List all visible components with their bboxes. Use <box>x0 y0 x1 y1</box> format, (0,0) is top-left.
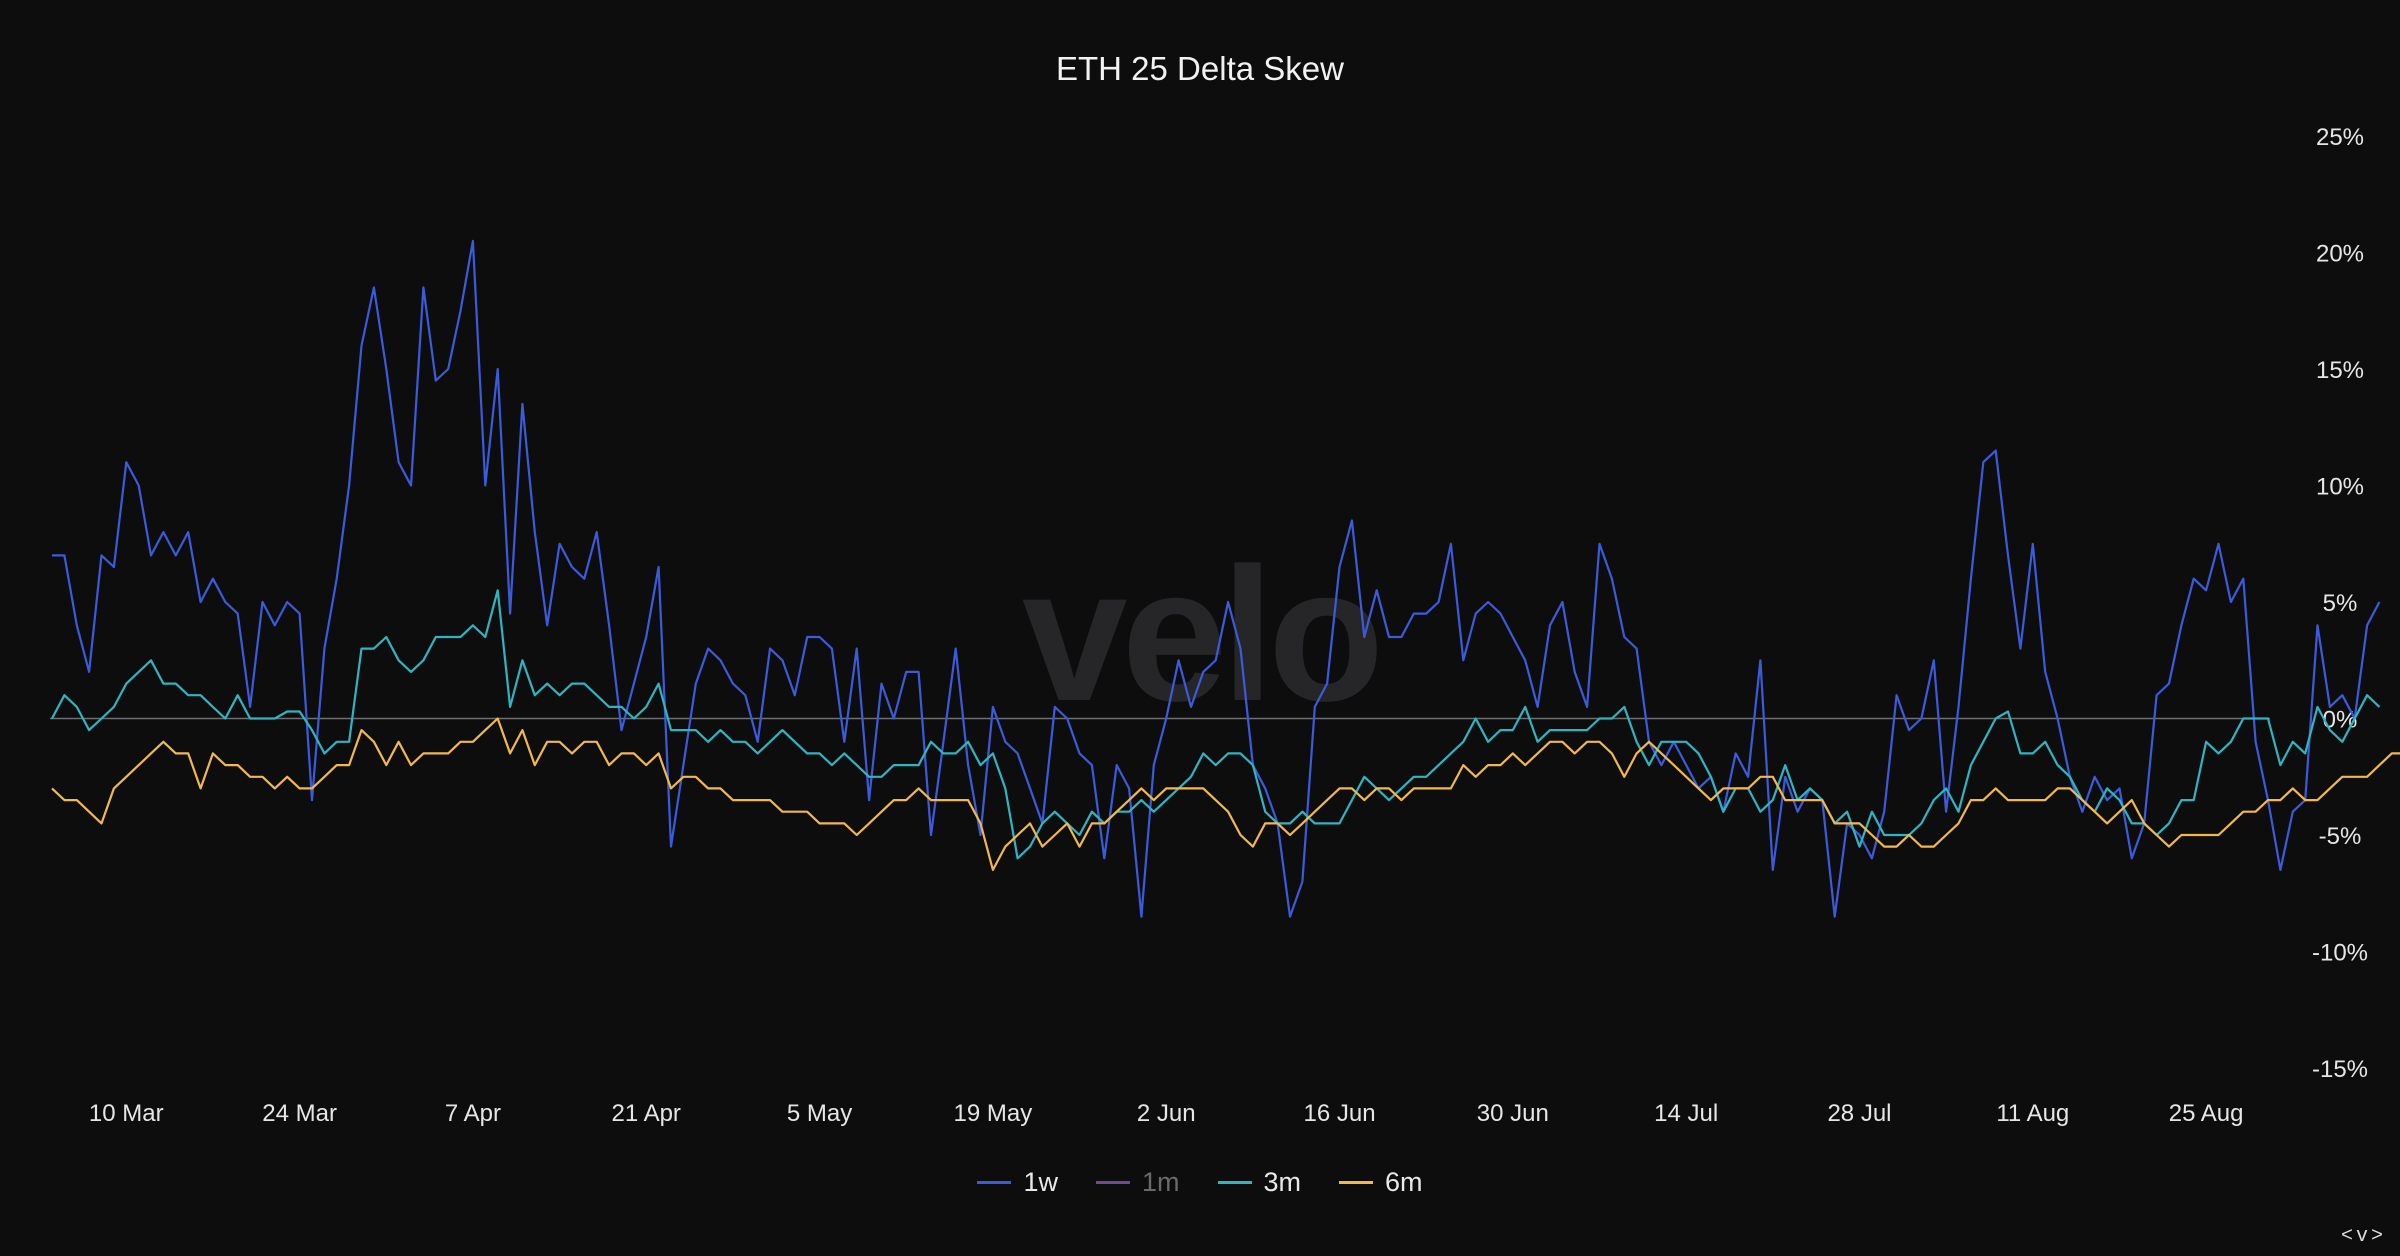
legend-label: 3m <box>1263 1167 1302 1197</box>
y-tick-label: -5% <box>2319 823 2362 850</box>
x-tick-label: 10 Mar <box>89 1100 164 1127</box>
legend-item-1w[interactable]: 1w <box>977 1167 1058 1198</box>
y-tick-label: 5% <box>2323 590 2358 617</box>
series-line-6m <box>51 717 2400 872</box>
x-tick-label: 2 Jun <box>1137 1100 1196 1127</box>
x-tick-label: 25 Aug <box>2169 1100 2244 1127</box>
y-tick-label: 0% <box>2323 707 2358 734</box>
legend-label: 6m <box>1385 1167 1423 1197</box>
legend-swatch <box>1217 1181 1252 1184</box>
x-tick-label: 19 May <box>954 1100 1033 1127</box>
chart-title: ETH 25 Delta Skew <box>1056 50 1344 87</box>
y-tick-label: 25% <box>2316 124 2364 151</box>
y-tick-label: 20% <box>2316 241 2364 268</box>
x-tick-label: 11 Aug <box>1996 1100 2069 1127</box>
legend-label: 1m <box>1141 1167 1180 1197</box>
legend-swatch <box>1339 1181 1374 1184</box>
y-tick-label: -10% <box>2312 940 2368 967</box>
nav-control[interactable]: <v> <box>2340 1225 2386 1248</box>
chart-legend: 1w 1m 3m 6m <box>0 1167 2400 1198</box>
y-tick-label: -15% <box>2312 1056 2368 1083</box>
legend-swatch <box>1095 1181 1130 1184</box>
series-line-3m <box>51 589 2381 860</box>
legend-swatch <box>977 1181 1012 1184</box>
x-tick-label: 30 Jun <box>1477 1100 1549 1127</box>
x-tick-label: 21 Apr <box>612 1100 681 1127</box>
legend-label: 1w <box>1023 1167 1058 1197</box>
x-tick-label: 28 Jul <box>1827 1100 1891 1127</box>
y-tick-label: 15% <box>2316 357 2364 384</box>
watermark-logo: velo <box>1022 529 1378 741</box>
x-tick-label: 14 Jul <box>1654 1100 1718 1127</box>
x-tick-label: 16 Jun <box>1303 1100 1375 1127</box>
legend-item-1m[interactable]: 1m <box>1095 1167 1180 1198</box>
y-tick-label: 10% <box>2316 474 2364 501</box>
x-tick-label: 7 Apr <box>445 1100 501 1127</box>
series-line-1w <box>52 239 2381 918</box>
legend-item-3m[interactable]: 3m <box>1217 1167 1302 1198</box>
legend-item-6m[interactable]: 6m <box>1339 1167 1423 1198</box>
x-tick-label: 5 May <box>787 1100 852 1127</box>
x-tick-label: 24 Mar <box>262 1100 337 1127</box>
